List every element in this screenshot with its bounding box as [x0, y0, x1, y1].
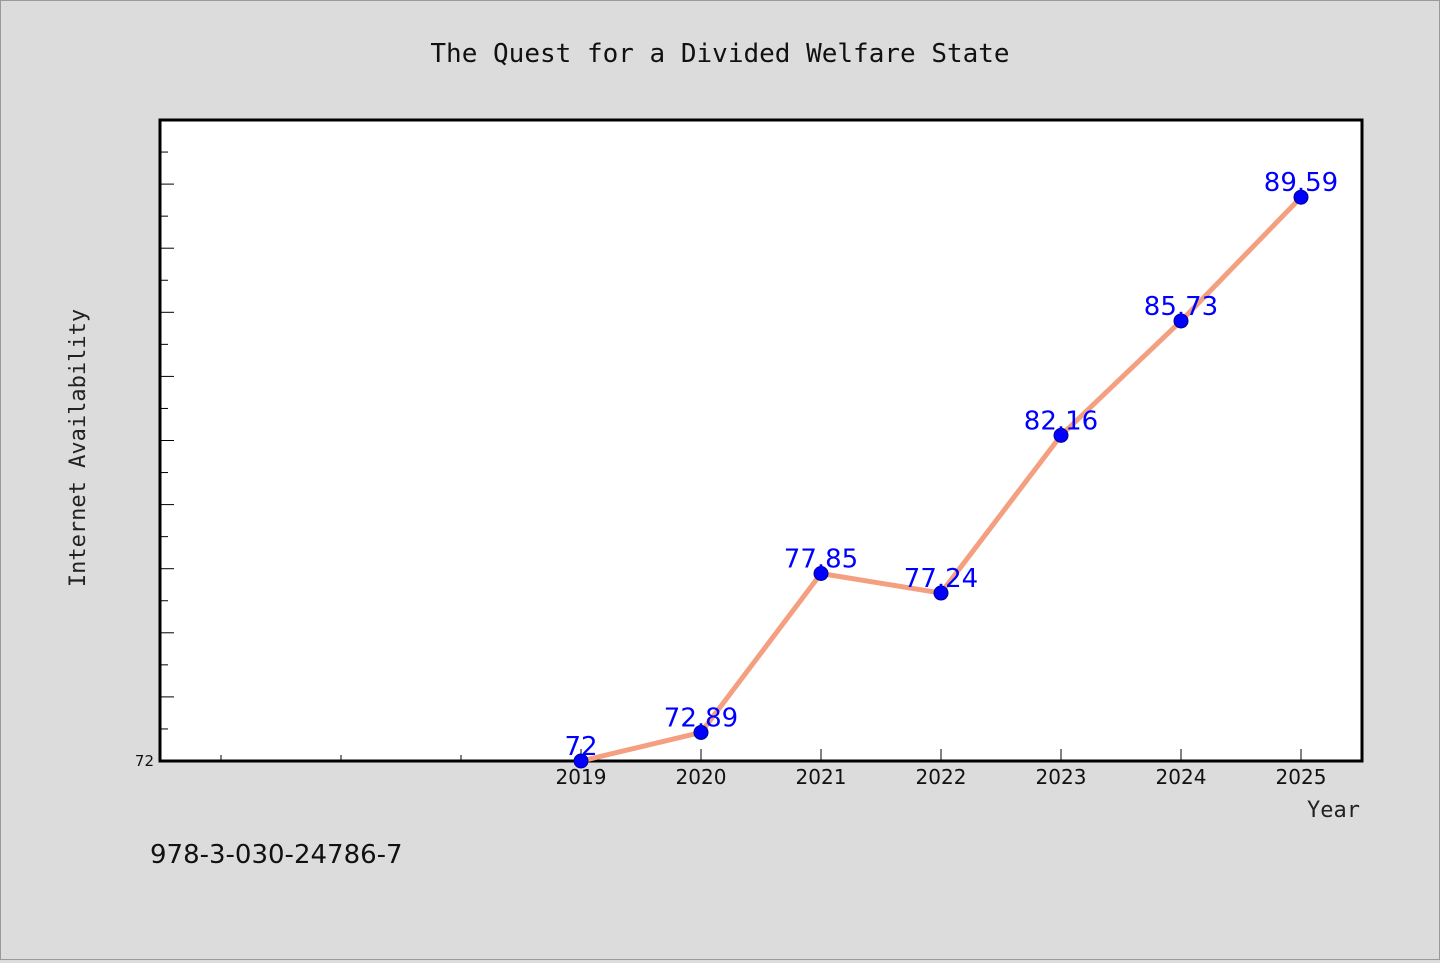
data-label: 89.59: [1264, 168, 1338, 198]
data-point: [1053, 427, 1069, 443]
data-point: [1173, 313, 1189, 329]
footer-isbn: 978-3-030-24786-7: [150, 840, 403, 870]
data-point: [933, 585, 949, 601]
data-point: [573, 753, 589, 769]
x-tick-label: 2019: [556, 765, 607, 789]
data-point: [1293, 189, 1309, 205]
data-point: [813, 566, 829, 582]
x-axis-label: Year: [1307, 798, 1360, 823]
data-label: 85.73: [1144, 292, 1218, 322]
x-axis-minor-ticks: [220, 755, 462, 761]
chart-title: The Quest for a Divided Welfare State: [430, 39, 1009, 69]
y-axis-ticks: 72: [135, 151, 174, 770]
x-tick-label: 2023: [1036, 765, 1087, 789]
data-label: 72.89: [664, 703, 738, 733]
x-axis-ticks: 2019 2020 2021 2022 2023 2024 2025: [556, 749, 1327, 789]
data-point: [693, 724, 709, 740]
x-tick-label: 2022: [916, 765, 967, 789]
data-label: 77.24: [904, 564, 978, 594]
x-tick-label: 2020: [676, 765, 727, 789]
x-tick-label: 2021: [796, 765, 847, 789]
data-label: 72: [564, 732, 597, 762]
x-tick-label: 2025: [1276, 765, 1327, 789]
y-axis-label: Internet Availability: [66, 309, 91, 587]
data-labels-group: 72 72.89 77.85 77.24 82.16 85.73 89.59: [564, 168, 1338, 762]
plot-area: [158, 118, 1364, 763]
markers-group: [573, 189, 1309, 769]
data-label: 77.85: [784, 545, 858, 575]
y-tick-label: 72: [135, 752, 154, 770]
data-label: 82.16: [1024, 406, 1098, 436]
x-tick-label: 2024: [1156, 765, 1207, 789]
